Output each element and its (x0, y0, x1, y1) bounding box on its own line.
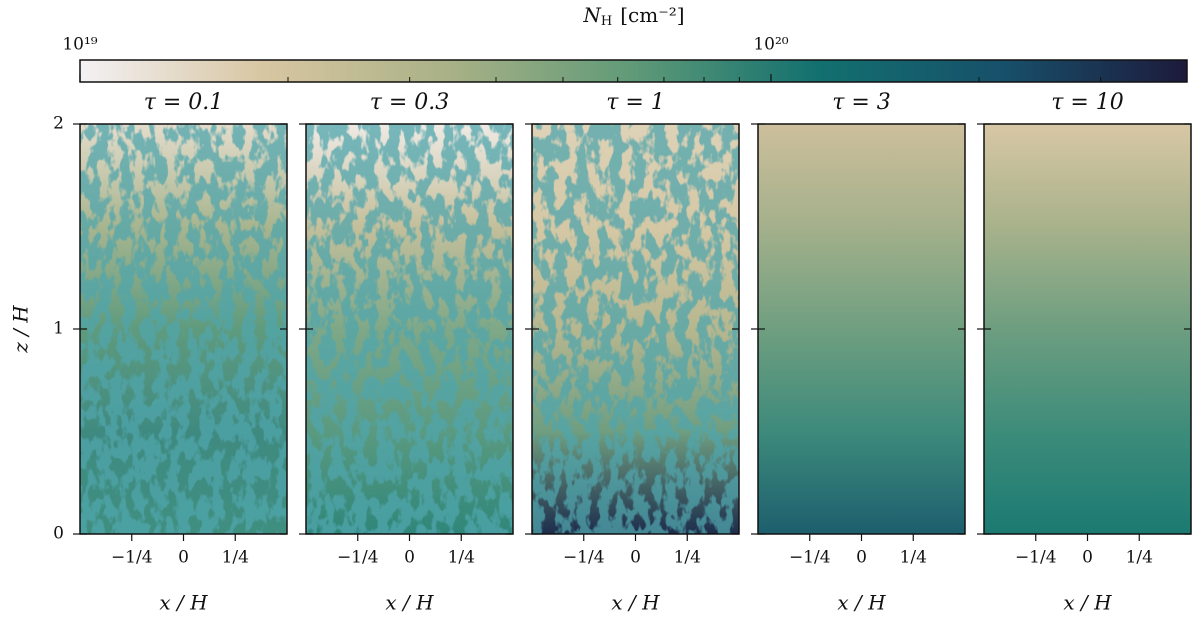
y-tick-label: 1 (53, 319, 64, 339)
label-unit: [cm⁻²] (620, 3, 684, 27)
colorbar-tick-label: 10²⁰ (753, 35, 788, 55)
x-tick-label: −1/4 (111, 548, 153, 568)
x-axis-label: x / H (837, 591, 886, 615)
x-tick-label: 1/4 (448, 548, 475, 568)
label-subscript: H (601, 14, 612, 29)
panel-title: τ = 0.3 (370, 90, 450, 115)
x-axis-label: x / H (385, 591, 434, 615)
x-tick-label: −1/4 (789, 548, 831, 568)
x-tick-label: 0 (404, 548, 415, 568)
x-tick-label: −1/4 (1015, 548, 1057, 568)
x-tick-label: −1/4 (563, 548, 605, 568)
panel-title: τ = 3 (832, 90, 891, 115)
x-tick-label: −1/4 (337, 548, 379, 568)
y-tick-label: 0 (53, 524, 64, 544)
panel-texture (306, 124, 513, 534)
x-tick-label: 0 (856, 548, 867, 568)
x-axis-label: x / H (611, 591, 660, 615)
x-tick-label: 1/4 (674, 548, 701, 568)
panel-title: τ = 0.1 (144, 90, 224, 115)
colorbar-label: NH [cm⁻²] (582, 3, 684, 29)
colorbar (79, 59, 1188, 83)
panel-texture (532, 124, 739, 534)
y-tick-label: 2 (53, 114, 64, 134)
x-tick-label: 1/4 (900, 548, 927, 568)
panel-title: τ = 1 (606, 90, 665, 115)
panel-texture (80, 124, 287, 534)
x-axis-label: x / H (1063, 591, 1112, 615)
x-axis-label: x / H (159, 591, 208, 615)
x-tick-label: 1/4 (222, 548, 249, 568)
colorbar-tick-label: 10¹⁹ (62, 35, 97, 55)
x-tick-label: 0 (1082, 548, 1093, 568)
y-axis-label: z / H (9, 305, 33, 354)
panel-title: τ = 10 (1051, 90, 1124, 115)
panel-image (984, 124, 1191, 534)
x-tick-label: 1/4 (1126, 548, 1153, 568)
panel-image (758, 124, 965, 534)
x-tick-label: 0 (630, 548, 641, 568)
label-symbol: N (582, 3, 602, 27)
x-tick-label: 0 (178, 548, 189, 568)
